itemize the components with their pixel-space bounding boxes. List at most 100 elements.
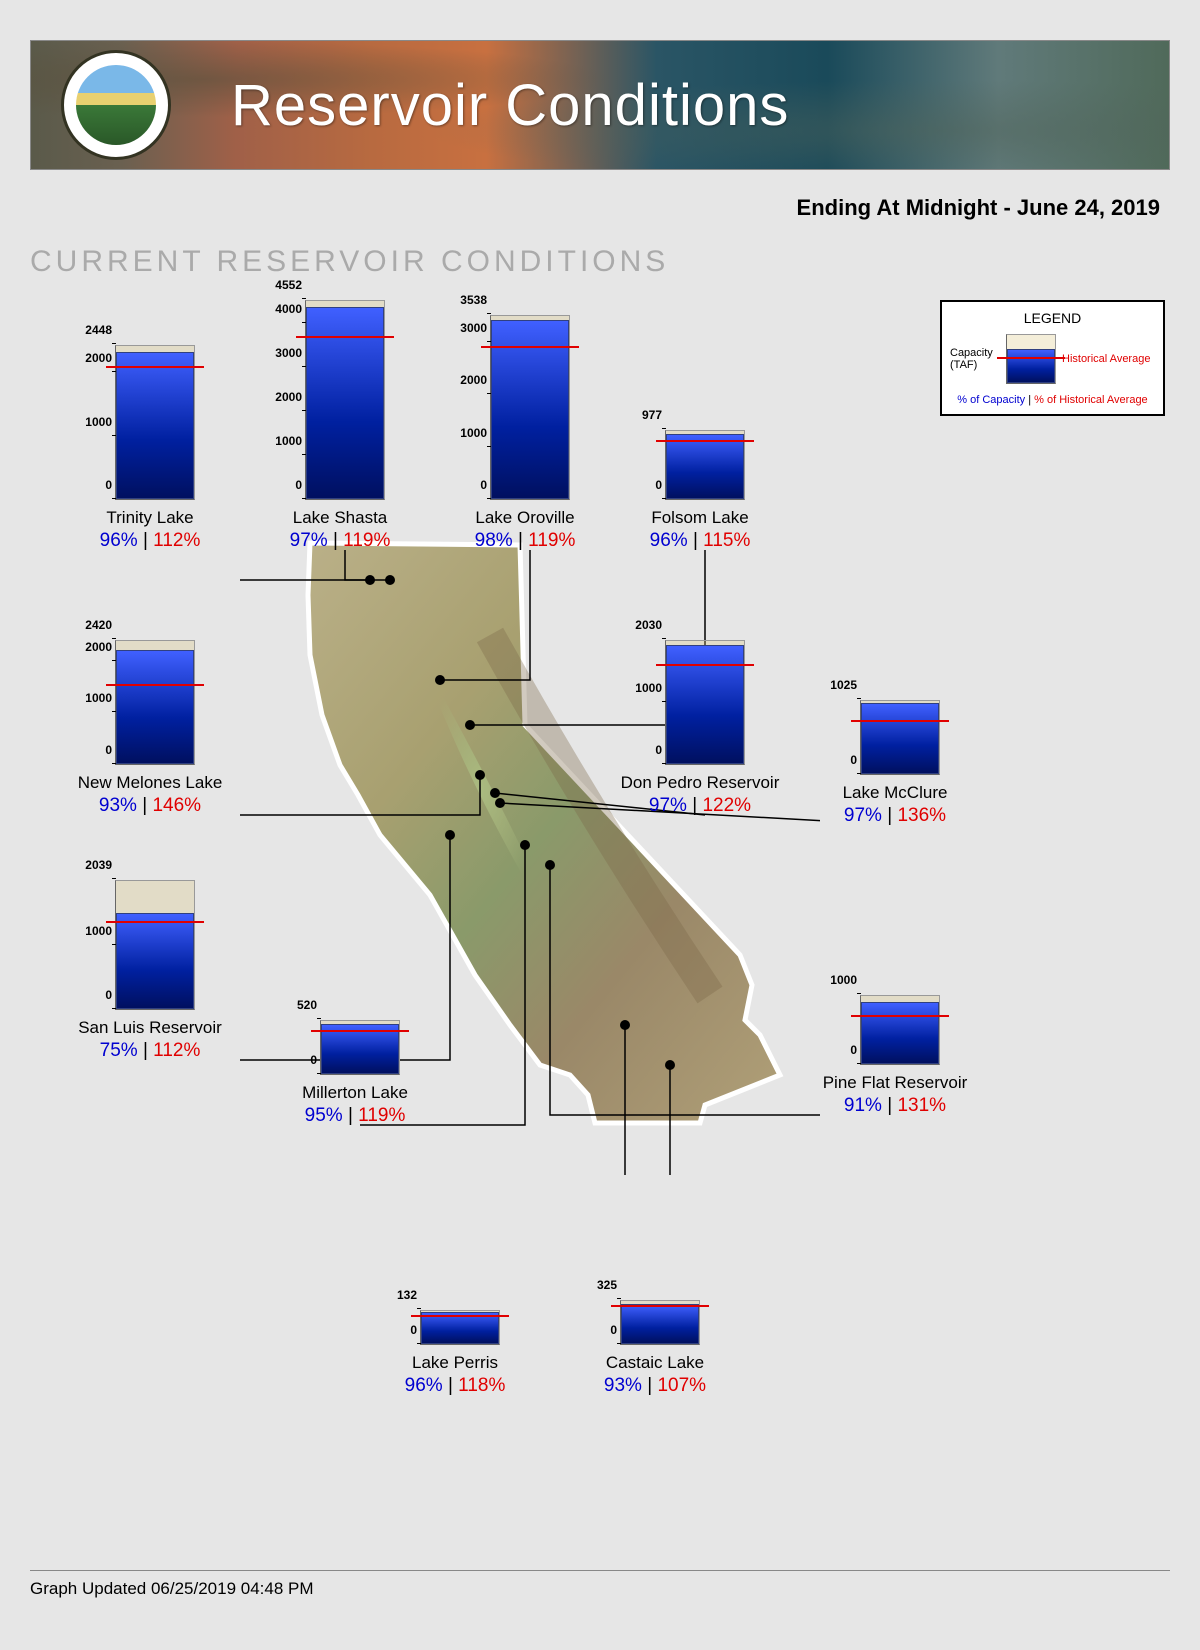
pct-historical: 119%: [358, 1105, 405, 1126]
date-line: Ending At Midnight - June 24, 2019: [797, 195, 1160, 221]
axis-tick-label: 0: [105, 988, 112, 1002]
axis-tick-label: 0: [480, 478, 487, 492]
axis-tick-label: 0: [850, 753, 857, 767]
pct-historical: 107%: [657, 1375, 706, 1396]
section-title: CURRENT RESERVOIR CONDITIONS: [30, 245, 669, 279]
reservoir-trinity: 0100020002448Trinity Lake96% | 112%: [60, 345, 240, 552]
legend-hist-label: Historical Average: [1062, 353, 1150, 365]
reservoir-mcclure: 01025 Lake McClure97% | 136%: [805, 700, 985, 827]
reservoir-castaic: 0325Castaic Lake93% | 107%: [565, 1300, 745, 1397]
location-dot-donpedro: [490, 788, 500, 798]
chart-area: LEGEND Capacity (TAF) Historical Average…: [30, 300, 1170, 1560]
reservoir-pineflat: 01000Pine Flat Reservoir91% | 131%: [805, 995, 985, 1117]
legend-box: LEGEND Capacity (TAF) Historical Average…: [940, 300, 1165, 416]
reservoir-name: San Luis Reservoir: [60, 1018, 240, 1038]
capacity-bar: 0100020002420: [115, 640, 195, 765]
current-level-fill: [861, 703, 939, 774]
location-dot-castaic: [620, 1020, 630, 1030]
current-level-fill: [116, 352, 194, 499]
reservoir-name: Lake Shasta: [250, 508, 430, 528]
axis-tick-label: 1025: [830, 678, 857, 692]
axis-tick-label: 2030: [635, 618, 662, 632]
axis-tick-label: 977: [642, 408, 662, 422]
location-dot-pineflat: [545, 860, 555, 870]
historical-average-line: [481, 346, 579, 348]
reservoir-sanluis: 010002039 San Luis Reservoir75% | 112%: [60, 880, 240, 1062]
current-level-fill: [666, 434, 744, 499]
pct-historical: 136%: [897, 805, 946, 826]
axis-tick-label: 0: [105, 478, 112, 492]
axis-tick-label: 0: [410, 1323, 417, 1337]
historical-average-line: [106, 684, 204, 686]
axis-tick-label: 1000: [275, 434, 302, 448]
reservoir-percents: 97% | 136%: [805, 805, 985, 827]
current-level-fill: [116, 650, 194, 764]
location-dot-melones: [475, 770, 485, 780]
reservoir-name: Lake Perris: [365, 1353, 545, 1373]
capacity-bar: 01025: [860, 700, 940, 775]
axis-tick-label: 1000: [85, 924, 112, 938]
current-level-fill: [421, 1312, 499, 1344]
reservoir-percents: 97% | 119%: [250, 530, 430, 552]
axis-tick-label: 1000: [85, 415, 112, 429]
reservoir-percents: 95% | 119%: [265, 1105, 445, 1127]
capacity-bar: 010002039: [115, 880, 195, 1010]
historical-average-line: [411, 1315, 509, 1317]
pct-capacity: 91%: [844, 1095, 882, 1116]
reservoir-shasta: 010002000300040004552Lake Shasta97% | 11…: [250, 300, 430, 552]
location-dot-oroville: [435, 675, 445, 685]
axis-tick-label: 0: [295, 478, 302, 492]
current-level-fill: [621, 1304, 699, 1344]
reservoir-millerton: 0520 Millerton Lake95% | 119%: [265, 1020, 445, 1127]
pct-historical: 119%: [528, 530, 575, 551]
location-dot-folsom: [465, 720, 475, 730]
pct-capacity: 97%: [649, 795, 687, 816]
pct-historical: 131%: [897, 1095, 946, 1116]
pct-capacity: 97%: [290, 530, 328, 551]
legend-bar-icon: [1006, 334, 1056, 384]
axis-tick-label: 520: [297, 998, 317, 1012]
header-banner: Reservoir Conditions: [30, 40, 1170, 170]
reservoir-name: Trinity Lake: [60, 508, 240, 528]
reservoir-percents: 97% | 122%: [610, 795, 790, 817]
pct-capacity: 97%: [844, 805, 882, 826]
location-dot-sanluis: [445, 830, 455, 840]
current-level-fill: [116, 913, 194, 1009]
pct-capacity: 93%: [99, 795, 137, 816]
axis-tick-label: 132: [397, 1288, 417, 1302]
historical-average-line: [851, 720, 949, 722]
reservoir-name: Castaic Lake: [565, 1353, 745, 1373]
pct-historical: 112%: [153, 1040, 200, 1061]
capacity-bar: 01000200030003538: [490, 315, 570, 500]
axis-tick-label: 2000: [85, 351, 112, 365]
reservoir-folsom: 0977Folsom Lake96% | 115%: [610, 430, 790, 552]
capacity-bar: 010002030: [665, 640, 745, 765]
legend-hist-pct: % of Historical Average: [1034, 394, 1148, 406]
capacity-bar: 0520: [320, 1020, 400, 1075]
pct-historical: 119%: [343, 530, 390, 551]
reservoir-name: Millerton Lake: [265, 1083, 445, 1103]
pct-capacity: 96%: [650, 530, 688, 551]
reservoir-percents: 93% | 146%: [60, 795, 240, 817]
axis-tick-label: 2000: [460, 373, 487, 387]
reservoir-name: Pine Flat Reservoir: [805, 1073, 985, 1093]
location-dot-shasta: [385, 575, 395, 585]
capacity-bar: 0132: [420, 1310, 500, 1345]
location-dot-mcclure: [495, 798, 505, 808]
location-dot-perris: [665, 1060, 675, 1070]
axis-tick-label: 2000: [275, 390, 302, 404]
pct-capacity: 96%: [100, 530, 138, 551]
reservoir-name: Don Pedro Reservoir: [610, 773, 790, 793]
location-dot-millerton: [520, 840, 530, 850]
axis-tick-label: 0: [610, 1323, 617, 1337]
reservoir-percents: 93% | 107%: [565, 1375, 745, 1397]
reservoir-perris: 0132Lake Perris96% | 118%: [365, 1310, 545, 1397]
reservoir-percents: 91% | 131%: [805, 1095, 985, 1117]
historical-average-line: [311, 1030, 409, 1032]
reservoir-percents: 75% | 112%: [60, 1040, 240, 1062]
axis-tick-label: 0: [850, 1043, 857, 1057]
page-title: Reservoir Conditions: [231, 72, 789, 139]
axis-tick-label: 0: [310, 1053, 317, 1067]
reservoir-name: Lake McClure: [805, 783, 985, 803]
axis-tick-label: 325: [597, 1278, 617, 1292]
